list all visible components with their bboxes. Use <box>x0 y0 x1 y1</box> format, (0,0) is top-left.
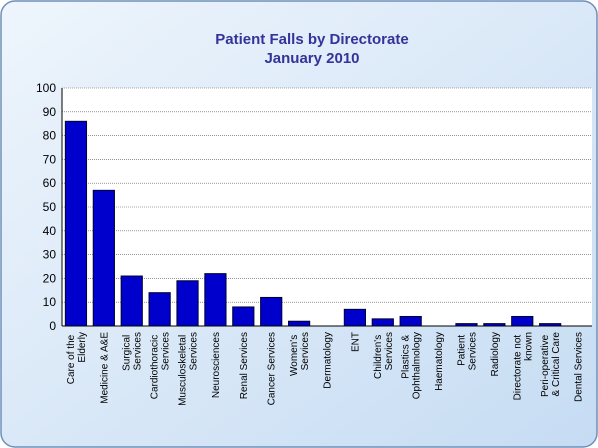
bar <box>148 292 171 327</box>
bar <box>260 296 283 327</box>
bar <box>204 273 227 327</box>
x-tick-label: Women's Services <box>289 332 311 376</box>
y-tick-label: 80 <box>43 129 57 143</box>
x-tick-label: Musculoskeletal Services <box>178 332 200 406</box>
x-tick-label: Radiology <box>490 332 501 376</box>
chart-title: Patient Falls by Directorate <box>215 31 408 48</box>
y-tick-label: 30 <box>43 248 57 262</box>
x-tick-label: Peri-operative & Critical Care <box>540 332 562 397</box>
chart-subtitle: January 2010 <box>264 50 359 67</box>
x-tick-label: Renal Services <box>239 332 250 399</box>
bar <box>176 280 199 327</box>
bar <box>120 275 143 327</box>
x-tick-label: Directorate not known <box>512 332 534 400</box>
x-tick-label: Medicine & A&E <box>99 332 110 404</box>
x-tick-label: Dermatology <box>323 332 334 389</box>
x-tick-label: Haematology <box>434 332 445 391</box>
bar <box>92 189 115 327</box>
y-tick-label: 40 <box>43 224 57 238</box>
x-tick-label: Surgical Services <box>122 332 144 371</box>
x-tick-label: Plastics & Ophthalmology <box>401 332 423 399</box>
x-tick-label: Cardiothoracic Services <box>150 332 172 399</box>
x-tick-label: Cancer Services <box>267 332 278 405</box>
x-tick-label: Care of the Elderly <box>66 332 88 384</box>
bar <box>64 120 88 327</box>
y-tick-label: 10 <box>43 295 57 309</box>
y-tick-label: 20 <box>43 271 57 285</box>
y-tick-label: 60 <box>43 176 57 190</box>
bar <box>399 315 422 327</box>
bar <box>343 308 366 327</box>
bar <box>232 306 255 327</box>
bar <box>371 318 394 327</box>
bar <box>511 315 534 327</box>
x-tick-label: ENT <box>350 332 361 352</box>
y-tick-label: 100 <box>36 81 56 95</box>
y-tick-label: 70 <box>43 152 57 166</box>
y-tick-label: 90 <box>43 105 57 119</box>
y-tick-label: 0 <box>49 319 56 333</box>
bar <box>288 320 311 327</box>
x-tick-label: Children's Services <box>373 332 395 379</box>
x-tick-label: Patient Services <box>456 332 478 370</box>
y-tick-label: 50 <box>43 200 57 214</box>
x-tick-label: Dental Services <box>574 332 585 402</box>
x-tick-label: Neurosciences <box>211 332 222 398</box>
